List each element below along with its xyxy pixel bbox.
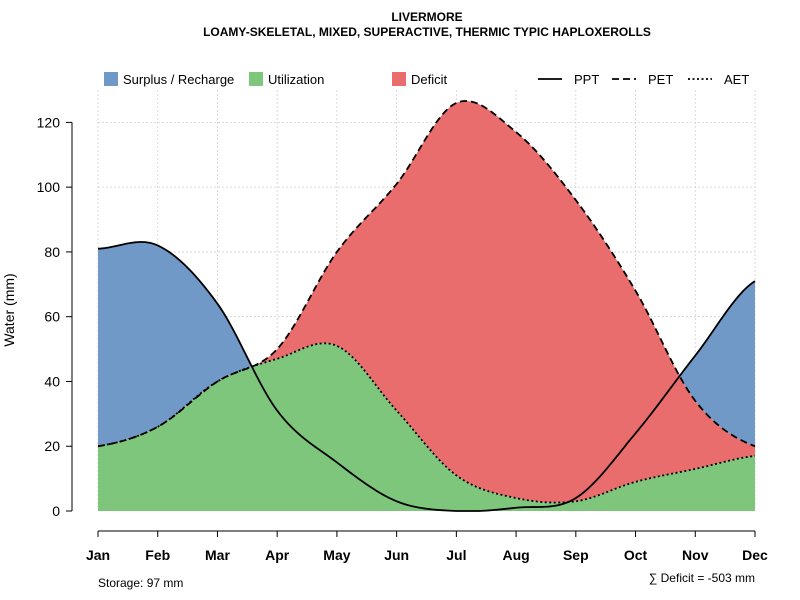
legend: Surplus / Recharge Utilization Deficit PPT P… xyxy=(104,72,749,87)
y-tick-label: 20 xyxy=(44,438,60,454)
ppt-series-line xyxy=(97,241,756,512)
legend-label: PET xyxy=(648,72,673,87)
legend-label: PPT xyxy=(574,72,599,87)
legend-item: PPT xyxy=(538,72,599,87)
legend-label: Utilization xyxy=(268,72,324,87)
chart-title: LIVERMORE xyxy=(391,10,462,24)
y-tick-label: 120 xyxy=(37,114,61,130)
legend-item: AET xyxy=(688,72,749,87)
series-lines xyxy=(97,100,756,512)
axes: 0 20 40 60 80 100 120 Jan Feb Mar Apr May Jun Jul Aug S… xyxy=(37,114,768,563)
x-tick-label: Sep xyxy=(563,547,589,563)
legend-item: PET xyxy=(612,72,673,87)
deficit-annotation: ∑ Deficit = -503 mm xyxy=(649,571,755,585)
deficit-area xyxy=(98,100,755,503)
surplus-recharge-area xyxy=(98,100,755,447)
y-tick-label: 0 xyxy=(52,503,60,519)
pet-series-line xyxy=(97,100,756,448)
x-tick-label: Jul xyxy=(446,547,466,563)
y-tick-label: 60 xyxy=(44,309,60,325)
y-tick-label: 80 xyxy=(44,244,60,260)
x-tick-label: Dec xyxy=(742,547,768,563)
legend-label: AET xyxy=(724,72,749,87)
x-tick-label: May xyxy=(323,547,350,563)
x-tick-label: Oct xyxy=(624,547,648,563)
storage-annotation: Storage: 97 mm xyxy=(98,576,183,590)
legend-label: Surplus / Recharge xyxy=(123,72,234,87)
legend-swatch xyxy=(392,72,406,86)
chart-subtitle: LOAMY-SKELETAL, MIXED, SUPERACTIVE, THER… xyxy=(203,25,651,39)
legend-swatch xyxy=(104,72,118,86)
water-balance-areas xyxy=(98,100,755,511)
x-tick-label: Jan xyxy=(86,547,110,563)
x-tick-label: Feb xyxy=(145,547,170,563)
x-tick-label: Apr xyxy=(265,547,290,563)
legend-swatch xyxy=(249,72,263,86)
y-tick-label: 100 xyxy=(37,179,61,195)
x-tick-label: Aug xyxy=(502,547,529,563)
legend-item: Deficit xyxy=(392,72,448,87)
legend-label: Deficit xyxy=(411,72,448,87)
x-tick-label: Jun xyxy=(384,547,409,563)
legend-item: Utilization xyxy=(249,72,324,87)
x-tick-label: Mar xyxy=(205,547,230,563)
y-axis-title: Water (mm) xyxy=(1,273,17,346)
y-tick-label: 40 xyxy=(44,373,60,389)
x-tick-label: Nov xyxy=(682,547,709,563)
legend-item: Surplus / Recharge xyxy=(104,72,234,87)
